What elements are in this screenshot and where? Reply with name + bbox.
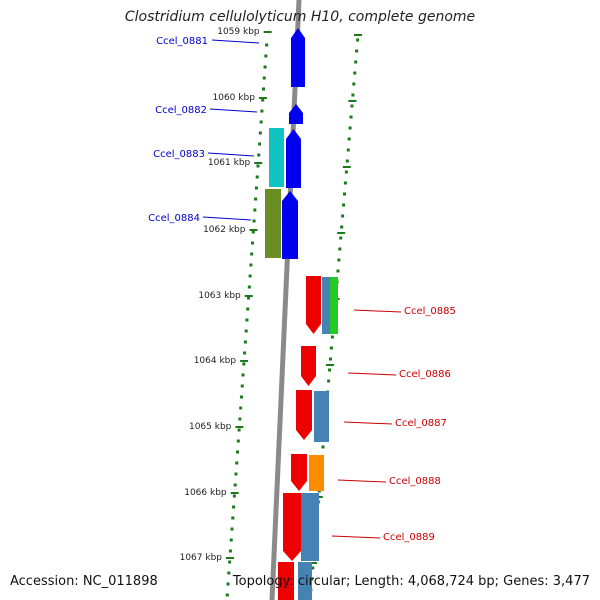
label-ccel-0885: Ccel_0885 xyxy=(404,306,456,317)
gene-ccel-0884 xyxy=(282,191,298,259)
ruler-label: 1067 kbp xyxy=(180,553,223,563)
label-ccel-0887: Ccel_0887 xyxy=(395,418,447,429)
gene-ccel-0886 xyxy=(301,346,316,386)
cog-track-cyan xyxy=(269,128,284,187)
label-ccel-0883: Ccel_0883 xyxy=(153,149,205,160)
label-ccel-0882: Ccel_0882 xyxy=(155,105,207,116)
cog-track-steelblue xyxy=(298,562,312,600)
ruler-label: 1062 kbp xyxy=(203,225,246,235)
cog-track-steelblue xyxy=(301,493,319,561)
ruler-label: 1066 kbp xyxy=(184,488,227,498)
leader-ccel-0883 xyxy=(207,152,255,157)
map-title: Clostridium cellulolyticum H10, complete… xyxy=(124,9,476,25)
ruler-label: 1061 kbp xyxy=(208,158,251,168)
gene-features xyxy=(265,28,338,600)
cog-track-steelblue xyxy=(314,391,329,442)
ruler-label: 1063 kbp xyxy=(198,291,241,301)
leader-ccel-0889 xyxy=(331,535,381,539)
ruler-labels: 1059 kbp 1060 kbp 1061 kbp 1062 kbp 1063 kbp… xyxy=(180,27,272,563)
gene-labels: Ccel_0881 Ccel_0882 Ccel_0883 Ccel_0884 Ccel… xyxy=(148,36,456,543)
gene-ccel-0882 xyxy=(289,104,303,124)
leader-ccel-0881 xyxy=(211,39,260,44)
backbone-line xyxy=(269,0,302,600)
leader-ccel-0888 xyxy=(337,479,387,483)
label-ccel-0881: Ccel_0881 xyxy=(156,36,208,47)
ruler-label: 1059 kbp xyxy=(217,27,260,37)
gene-ccel-0881 xyxy=(291,28,305,87)
gene-ccel-0889 xyxy=(283,493,301,561)
cog-track-steelblue xyxy=(322,277,331,334)
leader-ccel-0887 xyxy=(343,421,393,425)
label-ccel-0886: Ccel_0886 xyxy=(399,369,451,380)
gene-ccel-0883 xyxy=(286,129,301,188)
gene-ccel-0887 xyxy=(296,390,312,440)
accession-label: Accession: NC_011898 xyxy=(10,574,158,589)
cog-track-olive xyxy=(265,189,281,258)
label-ccel-0884: Ccel_0884 xyxy=(148,213,200,224)
leader-ccel-0886 xyxy=(347,372,397,376)
genome-backbone xyxy=(269,0,302,600)
leader-ccel-0885 xyxy=(353,309,402,313)
cog-track-green xyxy=(330,277,338,334)
label-ccel-0889: Ccel_0889 xyxy=(383,532,435,543)
leader-ccel-0884 xyxy=(202,216,252,221)
label-ccel-0888: Ccel_0888 xyxy=(389,476,441,487)
ruler-label: 1065 kbp xyxy=(189,422,232,432)
gene-next xyxy=(278,562,294,600)
leader-ccel-0882 xyxy=(209,108,258,113)
ruler-label: 1064 kbp xyxy=(194,356,237,366)
gene-ccel-0888 xyxy=(291,454,307,491)
cog-track-orange xyxy=(309,455,324,491)
gene-ccel-0885 xyxy=(306,276,321,334)
topology-label: Topology: circular; Length: 4,068,724 bp… xyxy=(232,574,590,589)
ruler-label: 1060 kbp xyxy=(213,93,256,103)
